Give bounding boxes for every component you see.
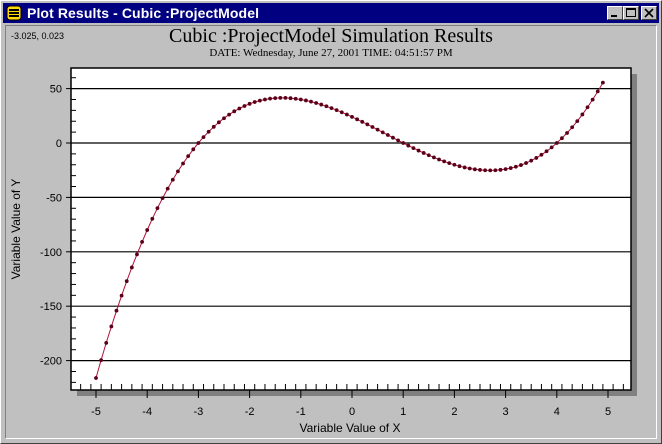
svg-text:0: 0 bbox=[56, 138, 62, 150]
svg-text:-1: -1 bbox=[296, 406, 306, 418]
svg-text:2: 2 bbox=[451, 406, 457, 418]
data-line bbox=[95, 82, 604, 379]
x-axis-label: Variable Value of X bbox=[300, 421, 401, 435]
cursor-coordinates: -3.025, 0.023 bbox=[11, 31, 65, 41]
svg-text:-200: -200 bbox=[40, 356, 62, 368]
svg-text:1: 1 bbox=[400, 406, 406, 418]
minimize-button[interactable] bbox=[607, 6, 623, 20]
y-axis-ticks: 50 0 -50 -100 -150 -200 bbox=[40, 77, 76, 383]
chart-subtitle: DATE: Wednesday, June 27, 2001 TIME: 04:… bbox=[209, 47, 453, 59]
svg-text:3: 3 bbox=[503, 406, 509, 418]
svg-text:4: 4 bbox=[554, 406, 560, 418]
svg-text:5: 5 bbox=[605, 406, 611, 418]
svg-text:-5: -5 bbox=[91, 406, 101, 418]
gridlines bbox=[71, 87, 631, 362]
svg-text:0: 0 bbox=[349, 406, 355, 418]
y-axis-label: Variable Value of Y bbox=[9, 179, 23, 280]
close-icon bbox=[644, 8, 654, 18]
svg-text:50: 50 bbox=[50, 84, 62, 96]
svg-text:-4: -4 bbox=[142, 406, 152, 418]
maximize-icon bbox=[626, 8, 636, 17]
svg-text:-50: -50 bbox=[46, 192, 62, 204]
plot-area-container bbox=[5, 25, 657, 439]
close-button[interactable] bbox=[641, 6, 657, 20]
data-markers bbox=[94, 80, 605, 380]
title-bar[interactable]: Plot Results - Cubic :ProjectModel bbox=[3, 3, 659, 23]
app-icon[interactable] bbox=[6, 5, 22, 21]
window-title: Plot Results - Cubic :ProjectModel bbox=[27, 5, 260, 21]
svg-text:-3: -3 bbox=[194, 406, 204, 418]
svg-text:-100: -100 bbox=[40, 247, 62, 259]
minimize-icon bbox=[611, 15, 617, 17]
svg-text:-150: -150 bbox=[40, 301, 62, 313]
chart-title: Cubic :ProjectModel Simulation Results bbox=[169, 25, 493, 47]
x-axis-ticks: -5 -4 -3 -2 -1 0 1 2 3 4 5 bbox=[80, 384, 624, 418]
svg-text:-2: -2 bbox=[245, 406, 255, 418]
maximize-button[interactable] bbox=[623, 6, 639, 20]
plot-box bbox=[70, 67, 632, 391]
